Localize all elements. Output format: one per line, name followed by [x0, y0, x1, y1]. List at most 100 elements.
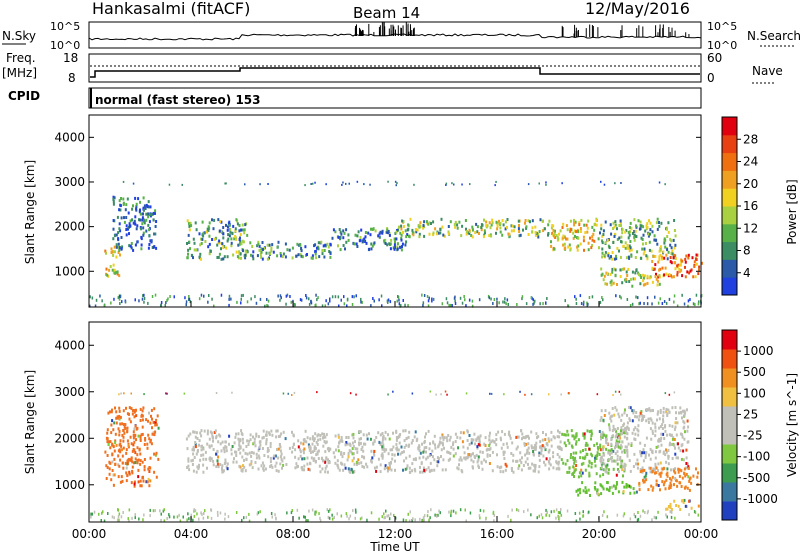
heatmap-cell [642, 225, 645, 229]
heatmap-cell [371, 227, 374, 231]
heatmap-cell [692, 474, 695, 478]
heatmap-cell [451, 182, 453, 185]
heatmap-cell [618, 224, 621, 227]
heatmap-cell [556, 435, 559, 439]
heatmap-cell [536, 436, 538, 440]
heatmap-cell [651, 230, 654, 234]
heatmap-cell [677, 470, 680, 474]
heatmap-cell [125, 466, 128, 470]
heatmap-cell [250, 451, 253, 454]
heatmap-cell [356, 450, 359, 454]
heatmap-cell [117, 515, 120, 519]
heatmap-cell [381, 456, 384, 460]
colorbar-tick-label: 20 [743, 177, 758, 191]
heatmap-cell [577, 493, 580, 497]
heatmap-cell [606, 515, 609, 519]
heatmap-cell [527, 508, 529, 512]
heatmap-cell [676, 421, 679, 425]
heatmap-cell [354, 233, 357, 237]
heatmap-cell [502, 223, 505, 227]
power-panel-frame [88, 114, 702, 308]
heatmap-cell [210, 508, 212, 512]
heatmap-cell [168, 513, 170, 517]
heatmap-cell [189, 300, 192, 304]
heatmap-cell [399, 245, 401, 249]
heatmap-cell [614, 487, 617, 491]
heatmap-cell [697, 513, 699, 517]
heatmap-cell [437, 460, 440, 464]
heatmap-cell [200, 242, 203, 245]
heatmap-cell [110, 423, 113, 427]
heatmap-cell [481, 223, 484, 227]
heatmap-cell [208, 221, 211, 225]
heatmap-cell [539, 445, 541, 449]
heatmap-cell [672, 436, 675, 440]
heatmap-cell [478, 439, 481, 443]
heatmap-cell [186, 466, 189, 469]
heatmap-cell [530, 430, 533, 434]
heatmap-cell [125, 203, 128, 207]
heatmap-cell [575, 302, 578, 305]
heatmap-cell [111, 408, 113, 412]
heatmap-cell [681, 274, 684, 278]
heatmap-cell [593, 228, 596, 232]
heatmap-cell [605, 441, 608, 445]
heatmap-cell [112, 197, 115, 201]
heatmap-cell [258, 440, 261, 444]
heatmap-cell [316, 452, 319, 456]
heatmap-cell [386, 228, 389, 232]
heatmap-cell [299, 450, 302, 454]
heatmap-cell [668, 433, 671, 437]
heatmap-cell [238, 224, 241, 227]
heatmap-cell [151, 432, 154, 436]
heatmap-cell [623, 267, 626, 271]
heatmap-cell [128, 417, 131, 421]
heatmap-cell [452, 454, 455, 458]
heatmap-cell [125, 451, 128, 455]
heatmap-cell [325, 433, 328, 437]
colorbar-cell [722, 463, 737, 483]
heatmap-cell [642, 242, 644, 246]
heatmap-cell [618, 390, 621, 393]
heatmap-cell [279, 455, 282, 459]
heatmap-cell [365, 433, 368, 437]
heatmap-cell [659, 253, 662, 257]
heatmap-cell [316, 443, 319, 446]
heatmap-cell [613, 235, 616, 238]
x-tick-label: 04:00 [174, 527, 209, 541]
heatmap-cell [321, 467, 324, 471]
heatmap-cell [680, 485, 683, 488]
heatmap-cell [582, 489, 585, 493]
heatmap-cell [135, 207, 138, 211]
heatmap-cell [394, 180, 397, 183]
heatmap-cell [407, 512, 409, 516]
heatmap-cell [375, 465, 378, 469]
heatmap-cell [588, 296, 591, 299]
heatmap-cell [430, 222, 432, 225]
heatmap-cell [547, 223, 550, 227]
heatmap-cell [599, 443, 602, 447]
heatmap-cell [566, 237, 569, 241]
heatmap-cell [620, 235, 623, 239]
heatmap-cell [676, 270, 679, 274]
heatmap-cell [685, 254, 688, 258]
heatmap-cell [601, 234, 604, 238]
heatmap-cell [213, 237, 216, 241]
heatmap-cell [320, 240, 323, 244]
heatmap-cell [454, 225, 457, 229]
heatmap-cell [547, 233, 549, 237]
heatmap-cell [316, 246, 318, 250]
heatmap-cell [491, 221, 494, 225]
heatmap-cell [303, 438, 306, 441]
heatmap-cell [300, 254, 303, 258]
heatmap-cell [645, 254, 648, 258]
heatmap-cell [317, 438, 320, 442]
heatmap-cell [232, 253, 235, 257]
heatmap-cell [593, 459, 596, 463]
heatmap-cell [639, 301, 641, 305]
heatmap-cell [515, 447, 518, 451]
heatmap-cell [602, 278, 605, 282]
heatmap-cell [276, 429, 279, 433]
heatmap-cell [660, 443, 663, 447]
colorbar-cell [722, 206, 737, 225]
